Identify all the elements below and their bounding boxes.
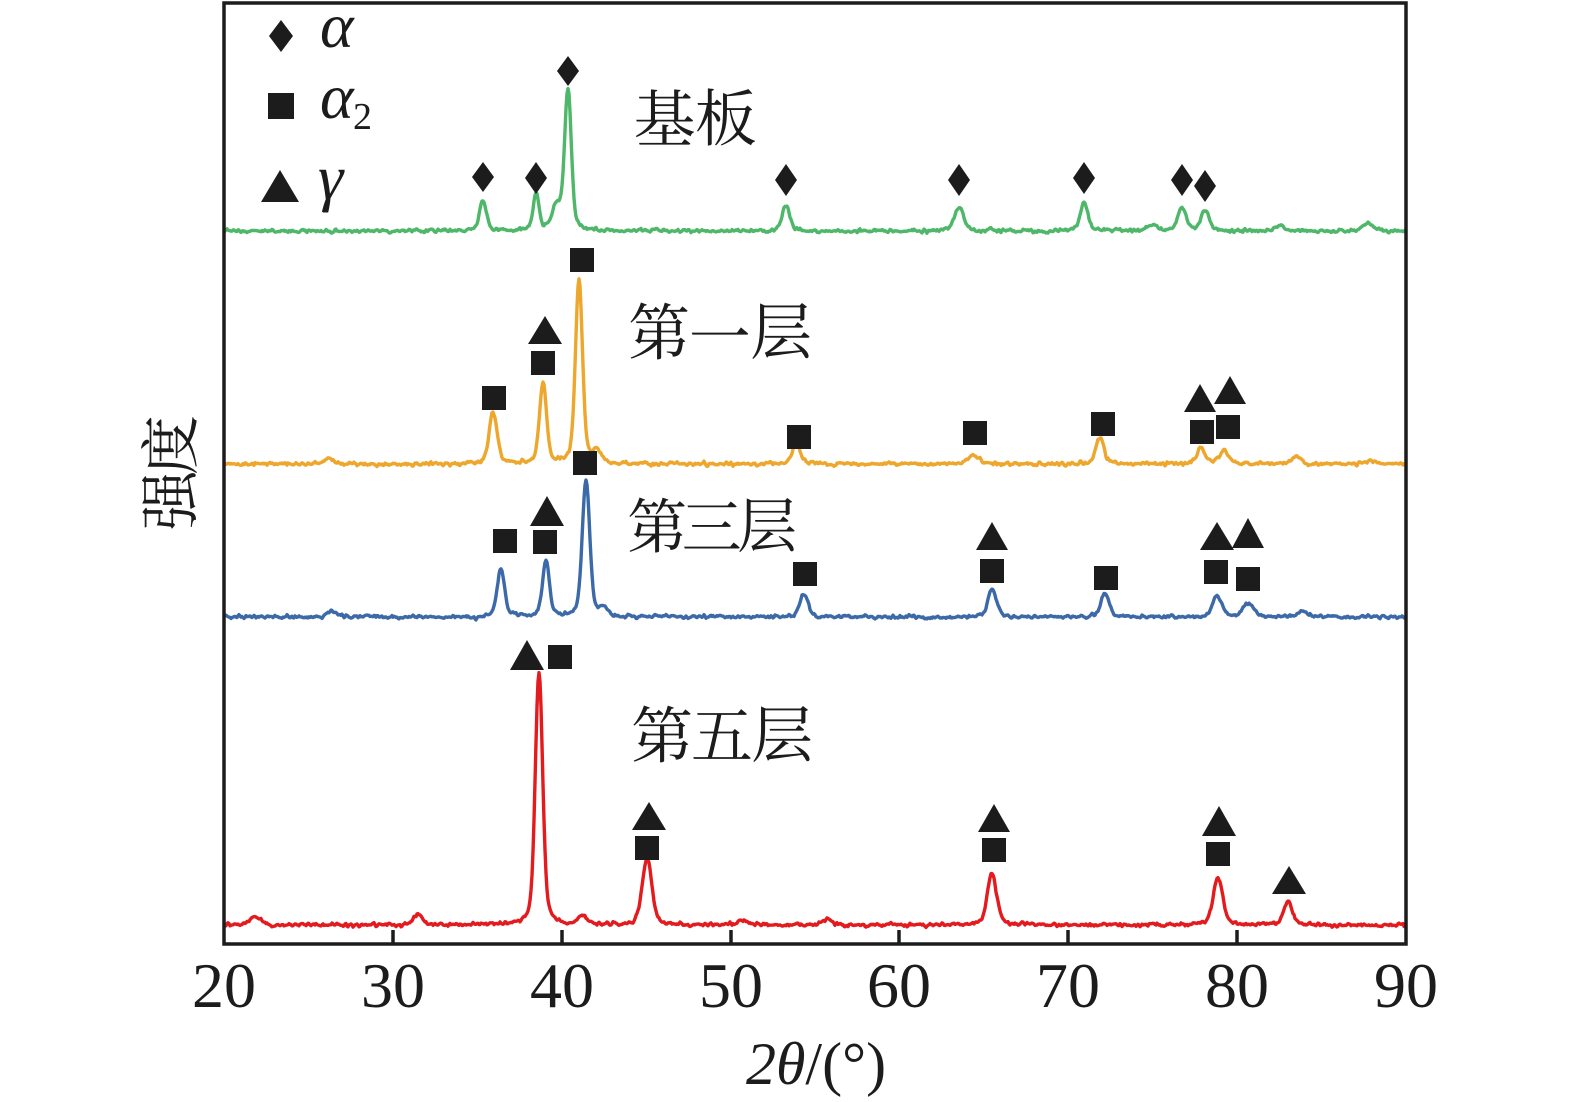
svg-text:80: 80 xyxy=(1205,950,1269,1021)
svg-text:α: α xyxy=(320,0,355,61)
svg-text:20: 20 xyxy=(192,950,256,1021)
svg-text:50: 50 xyxy=(699,950,763,1021)
svg-text:30: 30 xyxy=(361,950,425,1021)
svg-text:α: α xyxy=(320,61,355,132)
svg-text:2θ/(°): 2θ/(°) xyxy=(746,1031,886,1097)
svg-text:90: 90 xyxy=(1374,950,1438,1021)
svg-text:2: 2 xyxy=(353,96,372,138)
svg-text:60: 60 xyxy=(867,950,931,1021)
svg-text:70: 70 xyxy=(1036,950,1100,1021)
svg-text:40: 40 xyxy=(530,950,594,1021)
svg-text:γ: γ xyxy=(318,142,345,213)
